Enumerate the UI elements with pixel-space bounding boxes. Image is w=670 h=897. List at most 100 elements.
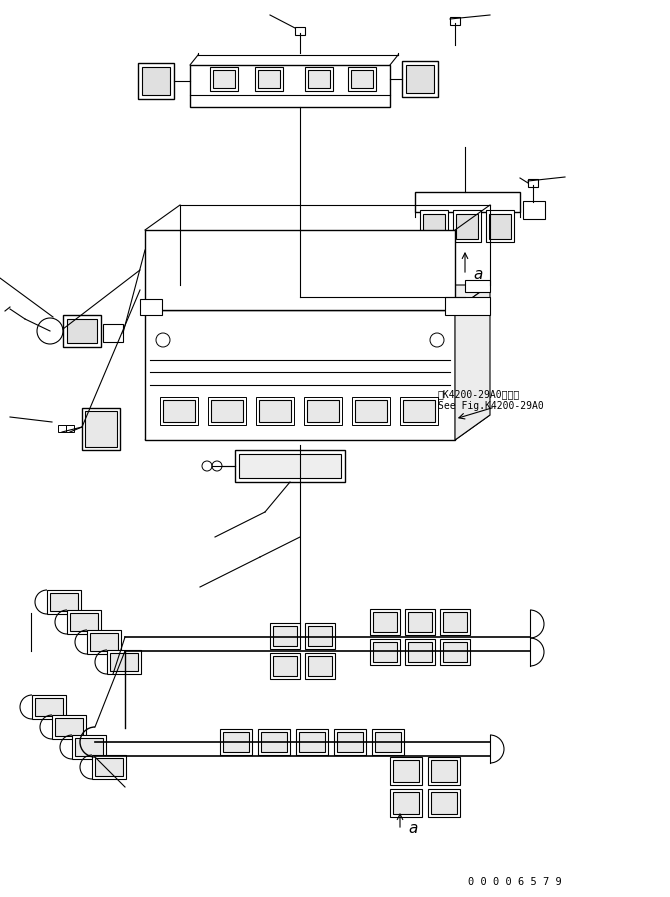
- Bar: [258, 729, 290, 755]
- Bar: [110, 653, 138, 671]
- Text: 0 0 0 0 6 5 7 9: 0 0 0 0 6 5 7 9: [468, 877, 561, 887]
- Bar: [445, 297, 490, 315]
- Bar: [406, 65, 434, 93]
- Bar: [305, 623, 335, 649]
- Bar: [305, 67, 333, 91]
- Bar: [304, 397, 342, 425]
- Bar: [35, 698, 63, 716]
- Bar: [239, 454, 341, 478]
- Bar: [352, 397, 390, 425]
- Bar: [348, 67, 376, 91]
- Text: a: a: [473, 267, 482, 282]
- Bar: [408, 642, 432, 662]
- Bar: [393, 760, 419, 782]
- Bar: [337, 732, 363, 752]
- Bar: [190, 65, 390, 107]
- Bar: [308, 656, 332, 676]
- Bar: [55, 718, 83, 736]
- Bar: [428, 789, 460, 817]
- Bar: [163, 400, 195, 422]
- Bar: [402, 61, 438, 97]
- Bar: [486, 210, 514, 242]
- Polygon shape: [145, 415, 490, 440]
- Bar: [103, 324, 123, 342]
- Polygon shape: [455, 285, 490, 440]
- Bar: [305, 653, 335, 679]
- Bar: [210, 67, 238, 91]
- Bar: [373, 642, 397, 662]
- Bar: [528, 179, 538, 187]
- Text: See Fig.K4200-29A0: See Fig.K4200-29A0: [438, 401, 544, 411]
- Bar: [400, 397, 438, 425]
- Bar: [211, 400, 243, 422]
- Bar: [90, 633, 118, 651]
- Bar: [160, 397, 198, 425]
- Bar: [138, 63, 174, 99]
- Bar: [450, 17, 460, 25]
- Bar: [308, 626, 332, 646]
- Bar: [443, 612, 467, 632]
- Bar: [431, 760, 457, 782]
- Bar: [273, 656, 297, 676]
- Bar: [107, 650, 141, 674]
- Bar: [259, 400, 291, 422]
- Bar: [308, 70, 330, 88]
- Bar: [145, 230, 455, 310]
- Bar: [373, 612, 397, 632]
- Bar: [63, 315, 101, 347]
- Bar: [334, 729, 366, 755]
- Bar: [50, 593, 78, 611]
- Bar: [523, 201, 545, 219]
- Bar: [405, 639, 435, 665]
- Bar: [273, 626, 297, 646]
- Text: a: a: [408, 821, 417, 836]
- Bar: [47, 590, 81, 614]
- Bar: [85, 411, 117, 447]
- Bar: [351, 70, 373, 88]
- Bar: [66, 425, 74, 432]
- Bar: [440, 639, 470, 665]
- Bar: [299, 732, 325, 752]
- Bar: [307, 400, 339, 422]
- Bar: [390, 757, 422, 785]
- Bar: [142, 67, 170, 95]
- Bar: [390, 789, 422, 817]
- Bar: [370, 609, 400, 635]
- Bar: [258, 70, 280, 88]
- Bar: [465, 280, 490, 292]
- Bar: [372, 729, 404, 755]
- Bar: [223, 732, 249, 752]
- Bar: [420, 210, 448, 242]
- Bar: [295, 27, 305, 35]
- Bar: [261, 732, 287, 752]
- Bar: [428, 757, 460, 785]
- Bar: [408, 612, 432, 632]
- Bar: [423, 214, 445, 239]
- Bar: [296, 729, 328, 755]
- Bar: [87, 630, 121, 654]
- Bar: [443, 642, 467, 662]
- Bar: [453, 210, 481, 242]
- Bar: [370, 639, 400, 665]
- Bar: [456, 214, 478, 239]
- Bar: [405, 609, 435, 635]
- Bar: [140, 299, 162, 315]
- Bar: [70, 613, 98, 631]
- Bar: [489, 214, 511, 239]
- Bar: [256, 397, 294, 425]
- Bar: [375, 732, 401, 752]
- Bar: [32, 695, 66, 719]
- Bar: [355, 400, 387, 422]
- Bar: [403, 400, 435, 422]
- Bar: [213, 70, 235, 88]
- Bar: [67, 319, 97, 343]
- Bar: [415, 192, 520, 212]
- Bar: [95, 758, 123, 776]
- Bar: [52, 715, 86, 739]
- Bar: [255, 67, 283, 91]
- Text: 第K4200-29A0図参照: 第K4200-29A0図参照: [438, 389, 520, 399]
- Bar: [431, 792, 457, 814]
- Bar: [72, 735, 106, 759]
- Bar: [208, 397, 246, 425]
- Bar: [82, 408, 120, 450]
